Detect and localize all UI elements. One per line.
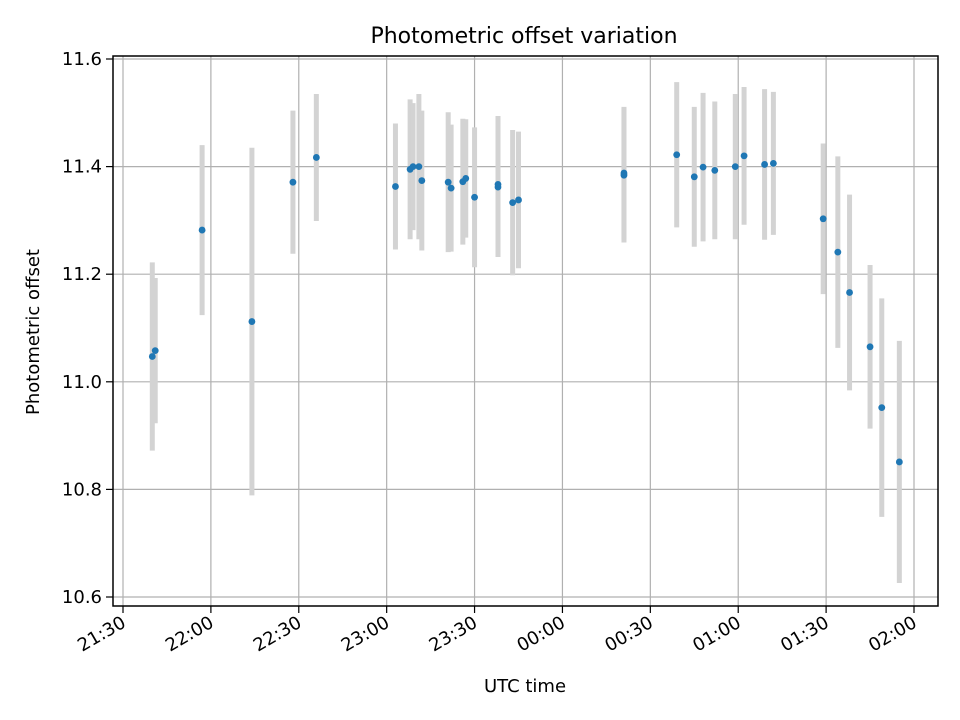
- data-point: [312, 154, 320, 161]
- data-point: [289, 178, 297, 186]
- y-tick-label: 11.2: [62, 264, 102, 285]
- data-point: [471, 193, 478, 201]
- chart-title: Photometric offset variation: [370, 24, 677, 49]
- data-point: [198, 226, 206, 234]
- x-axis-title: UTC time: [484, 676, 566, 697]
- data-point: [769, 159, 777, 167]
- y-axis-title: Photometric offset: [23, 249, 44, 415]
- data-point: [620, 169, 628, 177]
- data-point: [151, 347, 159, 354]
- data-point: [895, 458, 903, 466]
- y-tick-label: 11.6: [62, 49, 102, 70]
- data-point: [673, 151, 681, 159]
- y-tick-label: 11.4: [62, 157, 102, 178]
- data-point: [740, 152, 748, 160]
- data-point: [248, 318, 256, 325]
- data-point: [761, 161, 768, 168]
- data-point: [699, 163, 707, 171]
- data-point: [444, 178, 452, 186]
- data-point: [509, 199, 517, 207]
- data-point: [447, 184, 455, 192]
- data-point: [409, 163, 417, 171]
- data-point: [834, 248, 842, 256]
- data-point: [515, 196, 522, 204]
- data-point: [711, 166, 719, 174]
- y-tick-label: 10.8: [62, 479, 102, 500]
- data-point: [819, 215, 827, 223]
- y-tick-label: 11.0: [62, 372, 102, 393]
- data-point: [846, 289, 853, 296]
- data-point: [418, 177, 426, 184]
- data-point: [494, 180, 502, 188]
- data-point: [878, 404, 886, 412]
- data-point: [415, 163, 423, 171]
- point-layer: [148, 151, 903, 466]
- plot-frame: [112, 55, 939, 607]
- data-point: [690, 173, 698, 181]
- data-point: [866, 343, 874, 351]
- data-point: [462, 175, 470, 182]
- data-point: [148, 353, 156, 360]
- data-point: [392, 183, 399, 190]
- data-point: [731, 163, 739, 171]
- y-tick-label: 10.6: [62, 587, 102, 608]
